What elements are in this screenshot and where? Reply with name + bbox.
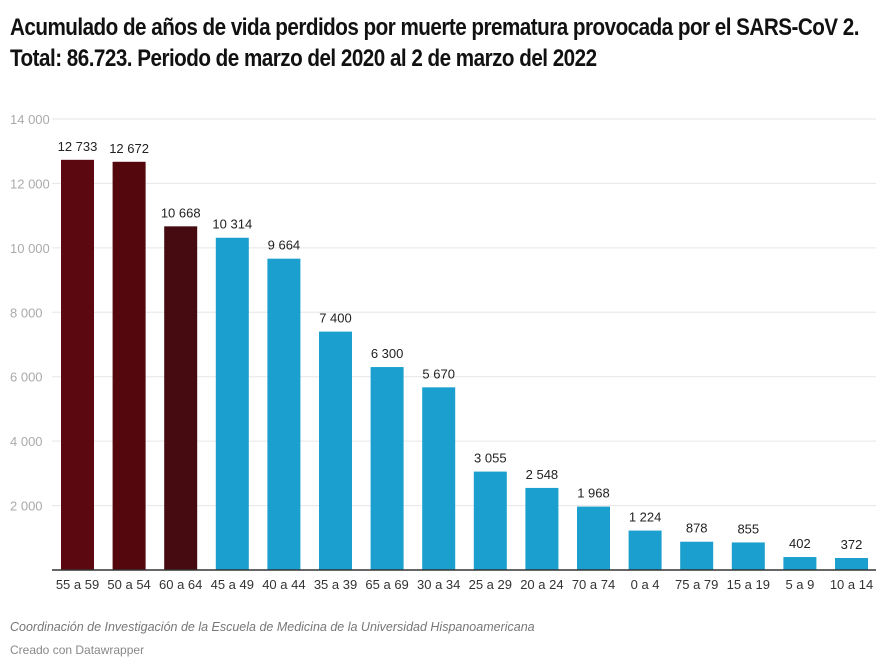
y-tick-label: 4 000 (10, 434, 43, 449)
bars (61, 159, 868, 571)
value-label: 2 548 (526, 467, 559, 482)
bar[interactable] (267, 258, 301, 570)
bar[interactable] (215, 237, 249, 570)
bar[interactable] (164, 226, 198, 570)
bar[interactable] (112, 161, 146, 570)
x-tick-label: 70 a 74 (572, 577, 615, 592)
x-tick-label: 65 a 69 (365, 577, 408, 592)
value-label: 402 (789, 536, 811, 551)
value-label: 7 400 (319, 311, 352, 326)
value-label: 855 (737, 521, 759, 536)
y-tick-label: 10 000 (10, 241, 50, 256)
value-labels: 12 733 12 672 10 668 10 314 9 664 7 400 6 300 5… (58, 139, 863, 552)
y-axis-ticks: 2 000 4 000 6 000 8 000 10 000 12 000 14 000 (10, 112, 50, 514)
bar[interactable] (835, 558, 868, 570)
value-label: 372 (841, 537, 863, 552)
x-tick-label: 5 a 9 (785, 577, 814, 592)
x-tick-label: 55 a 59 (56, 577, 99, 592)
x-tick-label: 75 a 79 (675, 577, 718, 592)
x-axis-ticks: 55 a 59 50 a 54 60 a 64 45 a 49 40 a 44 35 a … (56, 577, 873, 592)
bar[interactable] (473, 471, 507, 570)
bar[interactable] (370, 367, 404, 570)
bar[interactable] (731, 542, 765, 570)
value-label: 12 672 (109, 141, 149, 156)
value-label: 3 055 (474, 451, 507, 466)
y-tick-label: 8 000 (10, 305, 43, 320)
bar[interactable] (61, 159, 94, 571)
x-tick-label: 60 a 64 (159, 577, 202, 592)
y-tick-label: 14 000 (10, 112, 50, 127)
bar[interactable] (577, 506, 610, 570)
x-tick-label: 20 a 24 (520, 577, 563, 592)
value-label: 5 670 (422, 366, 455, 381)
value-label: 10 668 (161, 205, 201, 220)
value-label: 9 664 (268, 238, 301, 253)
value-label: 878 (686, 521, 708, 536)
x-tick-label: 25 a 29 (469, 577, 512, 592)
x-tick-label: 10 a 14 (830, 577, 873, 592)
bar[interactable] (680, 541, 714, 570)
credit-link[interactable]: Creado con Datawrapper (10, 643, 145, 657)
x-tick-label: 40 a 44 (262, 577, 305, 592)
value-label: 1 968 (577, 486, 610, 501)
bar[interactable] (525, 487, 559, 570)
bar[interactable] (783, 557, 817, 570)
value-label: 6 300 (371, 346, 404, 361)
chart-title: Acumulado de años de vida perdidos por m… (10, 14, 859, 72)
x-tick-label: 15 a 19 (727, 577, 770, 592)
y-tick-label: 2 000 (10, 499, 43, 514)
y-tick-label: 6 000 (10, 370, 43, 385)
x-tick-label: 50 a 54 (107, 577, 150, 592)
value-label: 12 733 (58, 139, 98, 154)
value-label: 10 314 (212, 217, 252, 232)
x-tick-label: 35 a 39 (314, 577, 357, 592)
y-tick-label: 12 000 (10, 176, 50, 191)
bar[interactable] (422, 387, 456, 570)
source-note: Coordinación de Investigación de la Escu… (10, 620, 535, 634)
value-label: 1 224 (629, 510, 662, 525)
x-tick-label: 30 a 34 (417, 577, 460, 592)
x-tick-label: 45 a 49 (211, 577, 254, 592)
bar[interactable] (628, 530, 662, 570)
bar[interactable] (319, 331, 352, 570)
x-tick-label: 0 a 4 (631, 577, 660, 592)
